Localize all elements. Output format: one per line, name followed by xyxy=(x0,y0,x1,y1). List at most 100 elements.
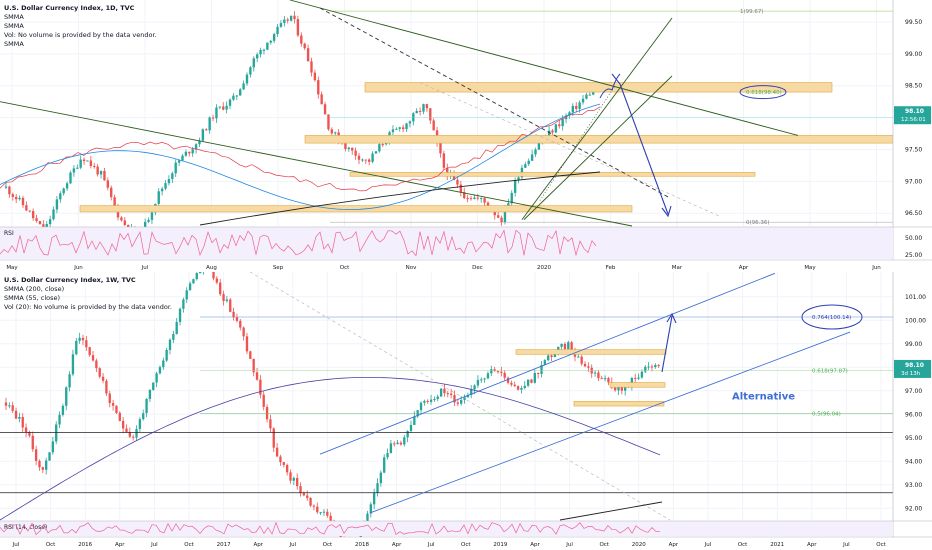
weekly-chart-pane[interactable]: U.S. Dollar Currency Index, 1W, TVC SMMA… xyxy=(0,272,932,550)
candle-body xyxy=(75,340,78,355)
candle-body xyxy=(215,107,218,119)
candle-body xyxy=(585,94,588,99)
x-tick-label: Apr xyxy=(739,265,749,271)
x-tick-label: 2021 xyxy=(770,542,784,548)
candle-body xyxy=(442,153,446,168)
dotted-trendline xyxy=(419,82,721,217)
x-tick-label: Oct xyxy=(323,542,333,548)
candle-body xyxy=(222,106,225,110)
smma-55 xyxy=(0,377,661,521)
candle-body xyxy=(14,196,18,200)
candle-body xyxy=(174,162,177,174)
candle-body xyxy=(4,402,8,406)
candle-body xyxy=(255,372,259,380)
candle-body xyxy=(282,462,285,465)
x-tick-label: Nov xyxy=(406,265,417,271)
candle-body xyxy=(181,155,184,161)
countdown-label: 3d 13h xyxy=(901,371,921,377)
x-tick-label: Oct xyxy=(46,542,56,548)
countdown-label: 12:56:01 xyxy=(901,117,926,123)
y-tick-label: 93.00 xyxy=(905,482,922,489)
candle-body xyxy=(640,371,644,378)
candle-body xyxy=(459,184,463,193)
candle-body xyxy=(105,380,108,394)
downtrend-lower xyxy=(0,101,633,227)
fib-label-0618: 0.618(97.87) xyxy=(812,368,848,374)
candle-body xyxy=(245,336,249,352)
fib-label-0618: 0.618(98.40) xyxy=(746,90,782,96)
candle-body xyxy=(513,384,516,387)
projection-arrow xyxy=(661,315,673,373)
candle-body xyxy=(101,376,105,381)
candle-body xyxy=(436,396,439,400)
candle-body xyxy=(302,493,306,496)
candle-body xyxy=(571,105,575,113)
candle-body xyxy=(145,398,148,414)
candle-body xyxy=(456,402,460,404)
candle-body xyxy=(188,283,192,291)
candle-body xyxy=(415,110,418,114)
candle-body xyxy=(48,452,51,461)
price-axis-bg xyxy=(893,272,932,550)
x-tick-label: Jun xyxy=(73,265,83,271)
projection-arrow xyxy=(611,73,669,215)
candle-body xyxy=(34,449,38,461)
candle-body xyxy=(225,105,228,110)
candle-body xyxy=(212,272,215,279)
candle-body xyxy=(624,385,627,391)
candle-body xyxy=(452,173,456,180)
candle-body xyxy=(232,95,235,100)
y-tick-label: 94.00 xyxy=(905,458,922,465)
fib-0618-circle xyxy=(739,85,787,100)
candle-body xyxy=(21,417,24,428)
candle-body xyxy=(329,515,332,521)
candle-body xyxy=(473,385,476,390)
fib-label-0: 0(96.36) xyxy=(746,220,770,226)
candle-body xyxy=(644,366,647,372)
smma-200 xyxy=(559,501,663,521)
candle-body xyxy=(306,495,309,498)
candle-body xyxy=(249,67,252,75)
candle-body xyxy=(334,132,337,134)
candle-body xyxy=(44,460,48,470)
last-price-label: 98.10 xyxy=(905,108,924,115)
candle-body xyxy=(299,486,302,494)
candle-body xyxy=(320,94,323,105)
candle-body xyxy=(403,437,406,445)
candle-body xyxy=(215,278,219,283)
candle-body xyxy=(85,340,88,348)
candle-body xyxy=(657,365,660,367)
candle-body xyxy=(378,144,381,152)
candle-body xyxy=(547,130,551,138)
candle-body xyxy=(405,123,408,130)
candle-body xyxy=(386,453,389,458)
candle-body xyxy=(239,320,242,328)
x-tick-label: Jul xyxy=(12,542,20,548)
candle-body xyxy=(35,218,38,222)
candle-body xyxy=(401,127,405,130)
candle-body xyxy=(65,183,69,189)
fib-label-1: 1(99.67) xyxy=(740,9,764,15)
candle-body xyxy=(516,386,520,390)
candle-body xyxy=(433,399,436,401)
candle-body xyxy=(453,395,456,403)
daily-chart-pane[interactable]: U.S. Dollar Currency Index, 1D, TVC SMMA… xyxy=(0,0,932,271)
candle-body xyxy=(368,159,371,162)
weekly-title: U.S. Dollar Currency Index, 1W, TVC xyxy=(4,276,136,284)
rsi-tick-label: 50.00 xyxy=(905,235,922,242)
candle-body xyxy=(520,387,523,390)
candle-body xyxy=(500,217,503,223)
x-tick-label: Oct xyxy=(599,542,609,548)
candle-body xyxy=(98,368,101,377)
candle-body xyxy=(272,34,276,41)
candle-body xyxy=(439,142,442,154)
channel-mid xyxy=(539,85,616,201)
candle-body xyxy=(553,352,557,357)
y-tick-label: 101.00 xyxy=(905,294,926,301)
weekly-legend: U.S. Dollar Currency Index, 1W, TVC SMMA… xyxy=(4,276,172,312)
y-tick-label: 97.00 xyxy=(905,178,922,185)
candle-body xyxy=(372,492,376,505)
candle-body xyxy=(303,43,306,49)
candle-body xyxy=(617,386,620,391)
zone-97-1 xyxy=(349,172,756,177)
